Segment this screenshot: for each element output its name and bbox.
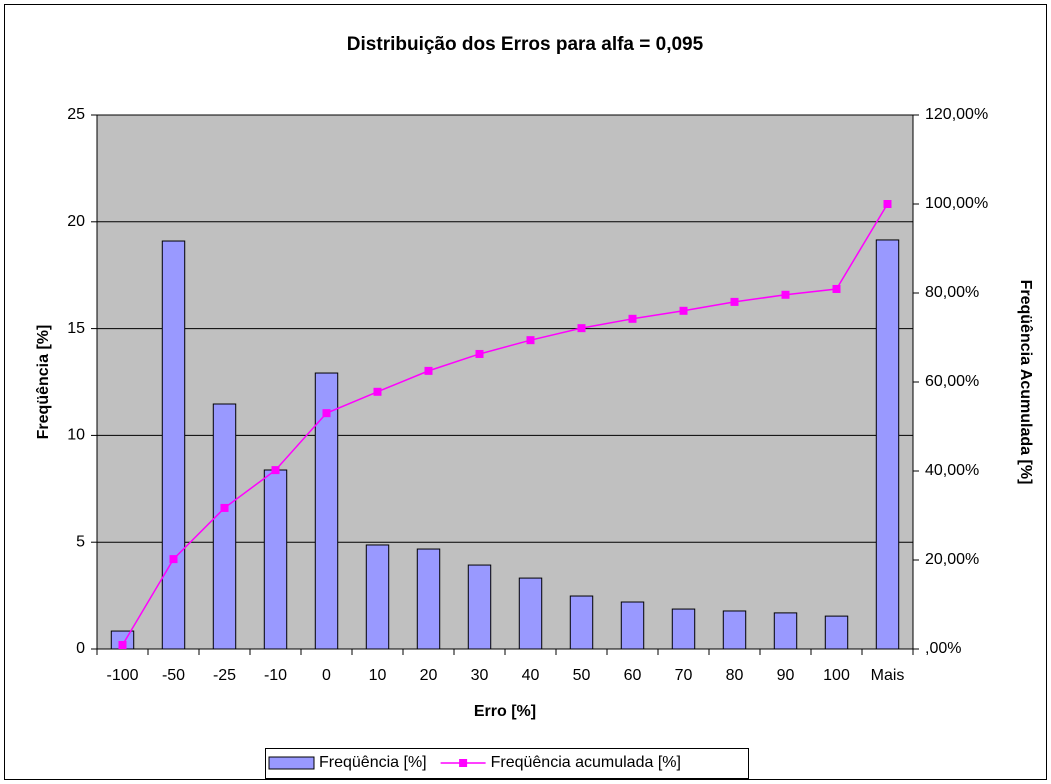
line-marker: [832, 284, 841, 293]
x-tick-label: 20: [420, 667, 438, 684]
x-tick-label: 40: [522, 667, 540, 684]
line-marker: [271, 466, 280, 475]
bar: [263, 469, 288, 650]
x-tick-label: 10: [369, 667, 387, 684]
x-tick-label: -100: [106, 667, 138, 684]
y2-tick-label: 20,00%: [925, 551, 979, 568]
line-marker: [118, 640, 127, 649]
y2-tick-label: 60,00%: [925, 373, 979, 390]
bar: [722, 610, 747, 650]
bar: [620, 601, 645, 650]
y2-tick-label: 120,00%: [925, 106, 988, 123]
bar: [365, 544, 390, 650]
x-tick-label: 70: [675, 667, 693, 684]
bar: [824, 615, 849, 650]
legend-label: Freqüência [%]: [319, 754, 427, 771]
y-tick-label: 15: [67, 320, 85, 337]
x-tick-label: -50: [162, 667, 185, 684]
line-marker: [373, 387, 382, 396]
y2-axis-label: Freqüência Acumulada [%]: [1017, 280, 1034, 485]
x-tick-label: 80: [726, 667, 744, 684]
bar: [518, 577, 543, 650]
bar: [467, 564, 492, 650]
x-axis-label: Erro [%]: [474, 703, 536, 720]
y2-tick-label: ,00%: [925, 640, 961, 657]
line-marker: [424, 366, 433, 375]
legend-swatch-marker: [459, 759, 468, 767]
legend-swatch: [268, 756, 315, 770]
bar: [875, 239, 900, 650]
bar: [416, 548, 441, 650]
bar: [212, 403, 237, 650]
y-tick-label: 0: [76, 640, 85, 657]
legend: [265, 748, 749, 779]
y2-tick-label: 100,00%: [925, 195, 988, 212]
chart-title: Distribuição dos Erros para alfa = 0,095: [347, 34, 704, 55]
y-tick-label: 5: [76, 533, 85, 550]
y2-tick-label: 80,00%: [925, 284, 979, 301]
x-tick-label: 90: [777, 667, 795, 684]
line-marker: [730, 297, 739, 306]
y-axis-label: Freqüência [%]: [35, 325, 52, 440]
line-marker: [526, 336, 535, 345]
line-marker: [883, 200, 892, 208]
bar: [161, 240, 186, 650]
y-tick-label: 20: [67, 213, 85, 230]
x-tick-label: 50: [573, 667, 591, 684]
line-marker: [679, 306, 688, 315]
line-marker: [628, 314, 637, 323]
y-tick-label: 25: [67, 106, 85, 123]
x-tick-label: Mais: [871, 667, 905, 684]
line-marker: [169, 555, 178, 564]
y2-tick-label: 40,00%: [925, 462, 979, 479]
line-marker: [475, 349, 484, 358]
line-marker: [322, 409, 331, 418]
bar: [569, 595, 594, 650]
line: [121, 203, 889, 646]
y-tick-label: 10: [67, 427, 85, 444]
x-tick-label: 100: [823, 667, 850, 684]
bar: [671, 608, 696, 650]
x-tick-label: -10: [264, 667, 287, 684]
x-tick-label: 30: [471, 667, 489, 684]
bar: [773, 612, 798, 650]
x-tick-label: 60: [624, 667, 642, 684]
line-marker: [577, 324, 586, 333]
legend-label: Freqüência acumulada [%]: [491, 754, 681, 771]
x-tick-label: -25: [213, 667, 236, 684]
line-marker: [220, 503, 229, 512]
line-marker: [781, 290, 790, 299]
x-tick-label: 0: [322, 667, 331, 684]
bar: [314, 372, 339, 650]
